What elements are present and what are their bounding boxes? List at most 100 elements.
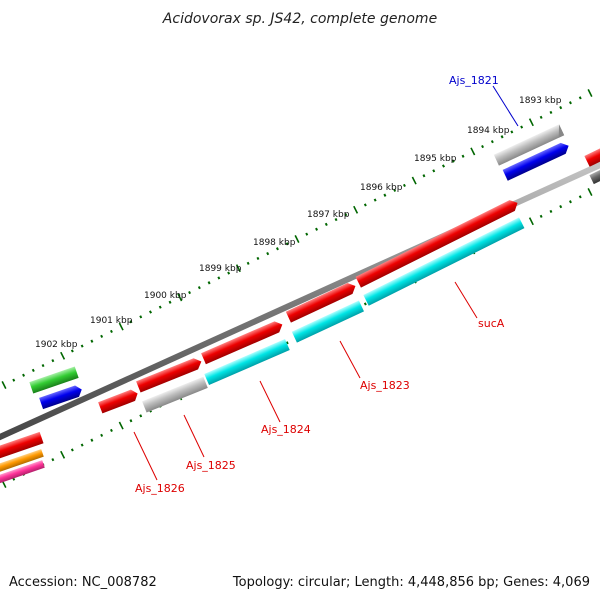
minor-tick bbox=[549, 209, 553, 214]
major-tick bbox=[1, 381, 7, 389]
minor-tick bbox=[100, 334, 104, 338]
major-tick bbox=[118, 421, 124, 430]
minor-tick bbox=[383, 193, 387, 197]
major-tick bbox=[60, 351, 66, 360]
minor-tick bbox=[227, 271, 231, 275]
minor-tick bbox=[90, 438, 94, 442]
minor-tick bbox=[70, 349, 74, 353]
kbp-label: 1896 kbp bbox=[360, 183, 403, 193]
minor-tick bbox=[168, 300, 172, 304]
minor-tick bbox=[149, 310, 152, 314]
gene-ajs-1826-red[interactable] bbox=[98, 388, 140, 414]
gene-left-orange-partial[interactable] bbox=[0, 449, 44, 475]
minor-tick bbox=[90, 339, 94, 343]
kbp-label: 1900 kbp bbox=[144, 291, 187, 301]
leader-ajs-1825 bbox=[183, 414, 205, 458]
gene-label-ajs-1821[interactable]: Ajs_1821 bbox=[449, 74, 499, 87]
minor-tick bbox=[109, 329, 113, 334]
minor-tick bbox=[559, 204, 563, 209]
minor-tick bbox=[80, 443, 84, 447]
minor-tick bbox=[510, 130, 514, 134]
minor-tick bbox=[109, 428, 113, 433]
gene-ajs-1825-red[interactable] bbox=[136, 356, 204, 393]
kbp-label: 1897 kbp bbox=[307, 210, 350, 220]
minor-tick bbox=[139, 315, 143, 319]
leader-ajs-1824 bbox=[259, 380, 281, 423]
minor-tick bbox=[51, 359, 55, 363]
minor-tick bbox=[41, 363, 45, 368]
gene-ajs-1823-red[interactable] bbox=[285, 281, 358, 323]
gene-label-ajs-1825[interactable]: Ajs_1825 bbox=[186, 459, 236, 472]
gene-label-ajs-1824[interactable]: Ajs_1824 bbox=[261, 423, 311, 436]
leader-suca bbox=[454, 281, 478, 319]
minor-tick bbox=[305, 232, 309, 236]
minor-tick bbox=[266, 251, 270, 256]
gene-ajs-1821-blue[interactable] bbox=[502, 140, 572, 181]
minor-tick bbox=[285, 341, 289, 345]
leader-ajs-1821 bbox=[492, 85, 519, 127]
minor-tick bbox=[158, 305, 162, 309]
minor-tick bbox=[70, 448, 74, 452]
kbp-label: 1899 kbp bbox=[199, 264, 242, 274]
kbp-label: 1901 kbp bbox=[90, 316, 133, 326]
gene-label-suca[interactable]: sucA bbox=[478, 317, 505, 330]
kbp-label: 1902 kbp bbox=[35, 340, 78, 350]
minor-tick bbox=[432, 169, 436, 173]
minor-tick bbox=[578, 195, 582, 199]
minor-tick bbox=[324, 222, 328, 227]
gene-left-green[interactable] bbox=[29, 366, 79, 394]
major-tick bbox=[528, 217, 534, 226]
minor-tick bbox=[373, 198, 377, 202]
minor-tick bbox=[207, 281, 211, 285]
minor-tick bbox=[344, 213, 348, 217]
minor-tick bbox=[559, 105, 563, 110]
kbp-label: 1898 kbp bbox=[253, 238, 296, 248]
minor-tick bbox=[402, 183, 406, 188]
gene-left-magenta-partial[interactable] bbox=[0, 460, 45, 486]
major-tick bbox=[60, 450, 66, 459]
minor-tick bbox=[539, 115, 543, 119]
major-tick bbox=[294, 235, 300, 243]
minor-tick bbox=[275, 247, 279, 251]
gene-suca-cyan[interactable] bbox=[363, 217, 525, 306]
minor-tick bbox=[256, 256, 260, 261]
minor-tick bbox=[539, 214, 543, 218]
minor-tick bbox=[578, 96, 582, 100]
gene-label-ajs-1826[interactable]: Ajs_1826 bbox=[135, 482, 185, 495]
minor-tick bbox=[461, 154, 465, 158]
minor-tick bbox=[31, 368, 35, 373]
major-tick bbox=[118, 322, 124, 331]
minor-tick bbox=[285, 242, 289, 246]
gene-right-red-partial[interactable] bbox=[584, 146, 600, 167]
minor-tick bbox=[188, 290, 192, 295]
kbp-label: 1893 kbp bbox=[519, 96, 562, 106]
gene-label-ajs-1823[interactable]: Ajs_1823 bbox=[360, 379, 410, 392]
minor-tick bbox=[51, 458, 55, 462]
minor-tick bbox=[315, 227, 319, 231]
outer-tick-ring bbox=[1, 89, 593, 389]
leader-ajs-1826 bbox=[133, 431, 158, 481]
minor-tick bbox=[100, 433, 104, 437]
minor-tick bbox=[80, 344, 84, 348]
major-tick bbox=[528, 118, 534, 127]
genome-backbone bbox=[0, 161, 600, 441]
minor-tick bbox=[12, 378, 16, 382]
gene-ajs-1824-cyan[interactable] bbox=[204, 338, 290, 386]
gene-right-dark-partial[interactable] bbox=[589, 168, 600, 185]
gene-ajs-1823-cyan[interactable] bbox=[291, 300, 364, 343]
minor-tick bbox=[217, 276, 221, 280]
minor-tick bbox=[393, 188, 397, 192]
minor-tick bbox=[334, 217, 338, 222]
gene-ajs-1821-upper[interactable] bbox=[493, 124, 565, 166]
kbp-label: 1895 kbp bbox=[414, 154, 457, 164]
label-leaders bbox=[133, 85, 519, 481]
gene-ajs-1824-red[interactable] bbox=[201, 319, 285, 365]
gene-left-red-partial[interactable] bbox=[0, 431, 44, 461]
gene-ajs-1825-gray[interactable] bbox=[142, 376, 208, 413]
kbp-labels: 1893 kbp 1894 kbp 1895 kbp 1896 kbp 1897… bbox=[35, 96, 562, 350]
gene-suca-red[interactable] bbox=[355, 197, 521, 288]
kbp-label: 1894 kbp bbox=[467, 126, 510, 136]
major-tick bbox=[587, 188, 593, 196]
gene-left-blue[interactable] bbox=[39, 384, 84, 410]
